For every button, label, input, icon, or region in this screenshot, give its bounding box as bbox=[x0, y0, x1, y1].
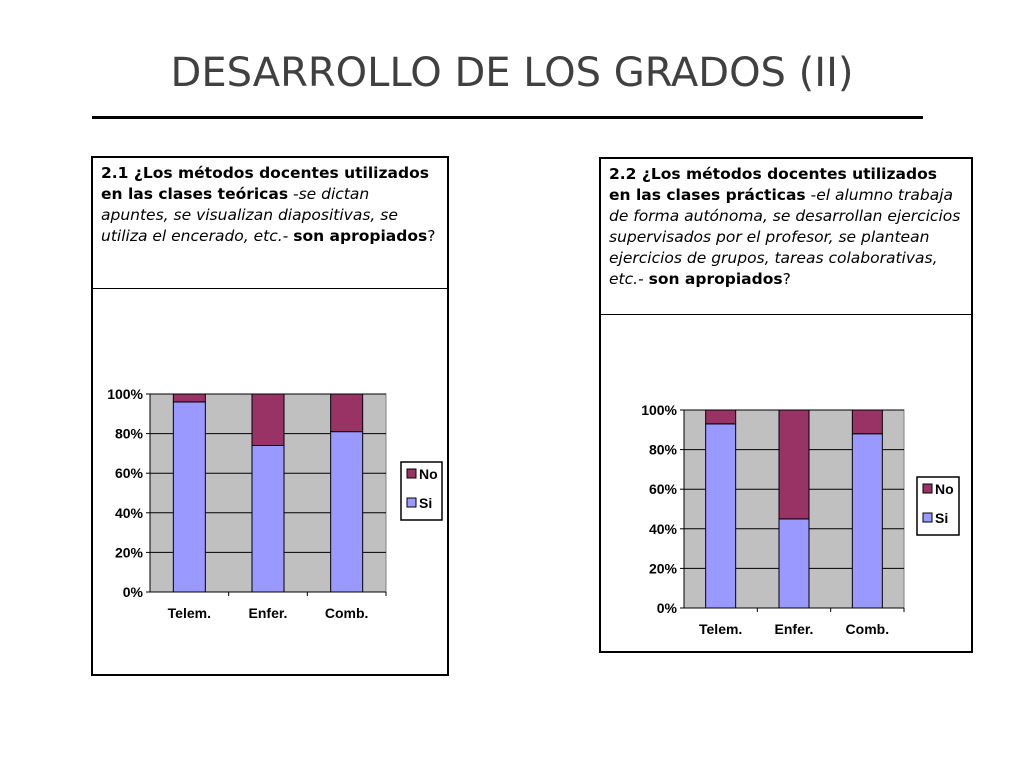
bar-no-1 bbox=[251, 393, 285, 446]
bar-si-1 bbox=[778, 518, 810, 609]
chart-theory: 0% 20% 40% 60% 80% 100% Telem. Enfer. Comb. No Si bbox=[107, 386, 443, 621]
y-tick-label: 40% bbox=[115, 505, 144, 521]
bar-si-0 bbox=[172, 401, 206, 593]
y-tick-label: 0% bbox=[657, 600, 678, 616]
legend: No Si bbox=[916, 476, 960, 536]
x-tick-label: Telem. bbox=[168, 605, 211, 621]
legend-swatch-no bbox=[406, 468, 417, 479]
slide-title: DESARROLLO DE LOS GRADOS (II) bbox=[170, 50, 854, 96]
panel-theory: 2.1 ¿Los métodos docentes utilizados en … bbox=[91, 156, 449, 676]
question-examples: se dictan apuntes, se visualizan diaposi… bbox=[101, 185, 398, 245]
question-lead: 2.1 ¿Los métodos docentes utilizados en … bbox=[101, 164, 429, 203]
legend-label-no: No bbox=[419, 466, 438, 482]
legend: No Si bbox=[400, 461, 443, 521]
bar-no-2 bbox=[330, 393, 364, 433]
bar-no-1 bbox=[778, 409, 810, 520]
question-mark: ? bbox=[427, 227, 436, 245]
y-tick-label: 80% bbox=[115, 426, 144, 442]
x-tick-label: Comb. bbox=[325, 605, 369, 621]
bar-no-0 bbox=[705, 409, 737, 425]
question-sep: - bbox=[805, 186, 817, 204]
y-tick-label: 60% bbox=[649, 481, 678, 497]
y-tick-label: 0% bbox=[123, 584, 144, 600]
y-tick-label: 20% bbox=[649, 560, 678, 576]
bar-no-0 bbox=[172, 393, 206, 403]
question-practice: 2.2 ¿Los métodos docentes utilizados en … bbox=[601, 159, 971, 315]
question-sep: - bbox=[638, 270, 649, 288]
bar-no-2 bbox=[851, 409, 883, 435]
y-tick-label: 40% bbox=[649, 521, 678, 537]
question-theory: 2.1 ¿Los métodos docentes utilizados en … bbox=[93, 158, 447, 289]
chart-practice: 0% 20% 40% 60% 80% 100% Telem. Enfer. Comb. No Si bbox=[641, 402, 960, 637]
bar-si-0 bbox=[705, 423, 737, 609]
question-examples: el alumno trabaja de forma autónoma, se … bbox=[609, 186, 961, 288]
x-tick-label: Comb. bbox=[846, 621, 890, 637]
bar-si-2 bbox=[330, 431, 364, 593]
y-tick-label: 20% bbox=[115, 544, 144, 560]
x-tick-label: Telem. bbox=[699, 621, 742, 637]
x-tick-label: Enfer. bbox=[775, 621, 814, 637]
legend-label-si: Si bbox=[419, 495, 432, 511]
y-tick-label: 100% bbox=[107, 386, 143, 402]
question-lead: 2.2 ¿Los métodos docentes utilizados en … bbox=[609, 165, 937, 204]
question-emphasis: son apropiados bbox=[293, 227, 428, 245]
question-sep: - bbox=[288, 185, 299, 203]
title-divider bbox=[92, 116, 923, 119]
legend-swatch-si bbox=[922, 512, 933, 523]
bar-si-1 bbox=[251, 444, 285, 593]
question-sep: - bbox=[282, 227, 294, 245]
panel-practice: 2.2 ¿Los métodos docentes utilizados en … bbox=[599, 157, 973, 653]
legend-label-si: Si bbox=[935, 510, 948, 526]
question-mark: ? bbox=[782, 270, 791, 288]
y-tick-label: 60% bbox=[115, 465, 144, 481]
x-tick-label: Enfer. bbox=[249, 605, 288, 621]
bar-si-2 bbox=[851, 433, 883, 609]
legend-swatch-si bbox=[406, 497, 417, 508]
y-tick-label: 80% bbox=[649, 442, 678, 458]
legend-label-no: No bbox=[935, 481, 954, 497]
legend-swatch-no bbox=[922, 483, 933, 494]
y-tick-label: 100% bbox=[641, 402, 677, 418]
question-emphasis: son apropiados bbox=[648, 270, 783, 288]
